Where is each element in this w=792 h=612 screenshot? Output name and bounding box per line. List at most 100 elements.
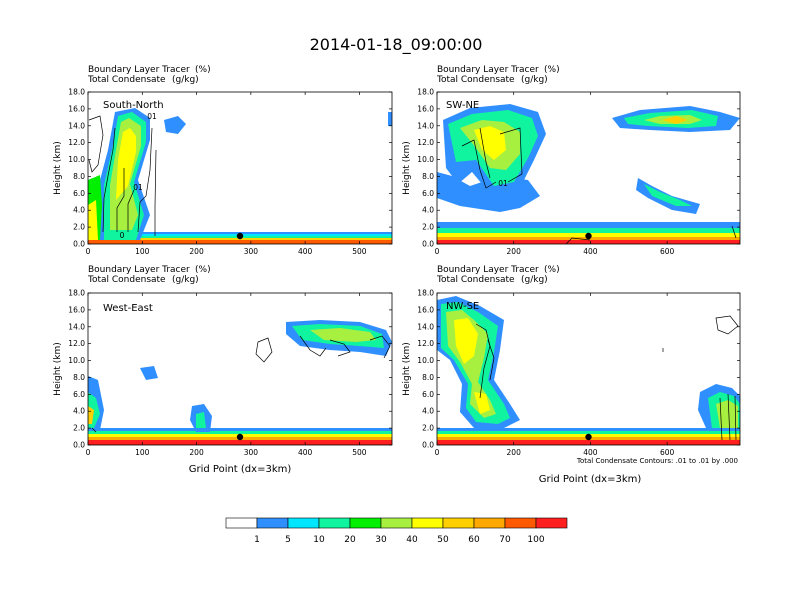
x-tick-label: 0 <box>86 448 91 457</box>
contour-note: Total Condensate Contours: .01 to .01 by… <box>576 457 738 465</box>
x-tick-label: 400 <box>583 448 598 457</box>
panel-nw-se: Boundary Layer Tracer (%) Total Condensa… <box>402 265 741 485</box>
x-tick-label: 600 <box>660 247 675 256</box>
legend-swatch <box>473 517 506 529</box>
y-tick-label: 8.0 <box>73 172 85 181</box>
y-tick-label: 8.0 <box>422 373 434 382</box>
subtitle-tracer-unit: (%) <box>544 65 560 75</box>
condensate-contours <box>91 335 391 433</box>
panel-label: South-North <box>103 100 164 111</box>
location-marker <box>585 232 592 240</box>
x-tick-label: 200 <box>189 448 204 457</box>
condensate-contours <box>475 315 739 441</box>
legend-swatch <box>287 517 320 529</box>
x-tick-label: 200 <box>507 247 522 256</box>
legend-label: 40 <box>406 535 418 545</box>
legend-label: 50 <box>437 535 449 545</box>
x-axis-label: Grid Point (dx=3km) <box>539 474 642 485</box>
x-tick-label: 200 <box>189 247 204 256</box>
x-axis-label: Grid Point (dx=3km) <box>189 464 292 475</box>
contour-label: 0 <box>120 231 125 240</box>
y-tick-label: 18.0 <box>417 289 434 298</box>
condensate-contours <box>88 115 157 236</box>
y-tick-label: 2.0 <box>73 223 85 232</box>
legend-label: 10 <box>313 535 325 545</box>
condensate-contours <box>461 127 737 245</box>
plot-frame <box>87 292 393 446</box>
y-tick-label: 12.0 <box>417 138 434 147</box>
y-tick-label: 4.0 <box>422 407 434 416</box>
y-tick-label: 12.0 <box>417 339 434 348</box>
y-tick-label: 16.0 <box>417 104 434 113</box>
axes: 0.02.04.06.08.010.012.014.016.018.00 100 2… <box>68 88 392 256</box>
x-tick-label: 200 <box>507 448 522 457</box>
figure-title: 2014-01-18_09:00:00 <box>310 35 483 55</box>
legend-label: 5 <box>285 535 291 545</box>
legend-swatch <box>442 517 475 529</box>
x-tick-label: 600 <box>660 448 675 457</box>
subtitle-tracer: Boundary Layer Tracer <box>437 65 539 75</box>
y-axis-label: Height (km) <box>402 141 412 195</box>
subtitle-condensate: Total Condensate <box>436 75 515 85</box>
panel-sw-ne: Boundary Layer Tracer (%) Total Condensa… <box>402 65 741 256</box>
subtitle-condensate-unit: (g/kg) <box>521 75 548 85</box>
subtitle-tracer-unit: (%) <box>195 65 211 75</box>
y-tick-label: 2.0 <box>73 424 85 433</box>
x-tick-label: 500 <box>352 448 367 457</box>
subtitle-condensate-unit: (g/kg) <box>521 275 548 285</box>
x-tick-label: 100 <box>135 247 150 256</box>
y-tick-label: 14.0 <box>68 322 85 331</box>
y-axis-label: Height (km) <box>53 141 63 195</box>
legend-label: 70 <box>499 535 511 545</box>
legend-swatch <box>380 517 413 529</box>
x-tick-label: 400 <box>298 448 313 457</box>
legend-label: 60 <box>468 535 480 545</box>
location-marker <box>236 433 244 441</box>
x-tick-label: 400 <box>583 247 598 256</box>
x-tick-label: 100 <box>135 448 150 457</box>
axes: 0.0 2.0 4.0 6.0 8.0 10.0 12.0 14.0 16.0 18.0 0 100 2… <box>68 289 392 457</box>
y-tick-label: 6.0 <box>422 189 434 198</box>
field-shading <box>437 293 740 445</box>
legend-label: 20 <box>344 535 356 545</box>
plot-frame <box>87 91 393 245</box>
subtitle-condensate-unit: (g/kg) <box>172 75 199 85</box>
location-marker <box>236 232 244 240</box>
y-tick-label: 16.0 <box>68 305 85 314</box>
y-tick-label: 12.0 <box>68 339 85 348</box>
y-tick-label: 0.0 <box>73 240 85 249</box>
legend-label: 1 <box>254 535 260 545</box>
y-tick-label: 4.0 <box>73 407 85 416</box>
contour-label: 01 <box>133 183 143 192</box>
y-tick-label: 10.0 <box>68 356 85 365</box>
legend-swatch <box>256 517 289 529</box>
legend-swatch <box>349 517 382 529</box>
y-tick-label: 10.0 <box>417 356 434 365</box>
axes: 0.0 2.0 4.0 6.0 8.0 10.0 12.0 14.0 16.0 18.0 0 200 4… <box>417 289 740 457</box>
x-tick-label: 500 <box>352 247 367 256</box>
legend-label: 100 <box>527 535 544 545</box>
y-tick-label: 6.0 <box>73 390 85 399</box>
contour-label: 01 <box>147 112 157 121</box>
y-tick-label: 0.0 <box>422 441 434 450</box>
y-tick-label: 8.0 <box>73 373 85 382</box>
y-tick-label: 0.0 <box>422 240 434 249</box>
y-tick-label: 18.0 <box>417 88 434 97</box>
x-tick-label: 0 <box>435 448 440 457</box>
panel-west-east: Boundary Layer Tracer (%) Total Condensa… <box>53 265 393 475</box>
subtitle-tracer: Boundary Layer Tracer <box>88 65 190 75</box>
x-tick-label: 0 <box>435 247 440 256</box>
contour-label: 01 <box>498 179 508 188</box>
y-tick-label: 18.0 <box>68 289 85 298</box>
y-tick-label: 14.0 <box>417 121 434 130</box>
y-axis-label: Height (km) <box>53 342 63 396</box>
x-tick-label: 400 <box>298 247 313 256</box>
y-tick-label: 0.0 <box>73 441 85 450</box>
subtitle-condensate: Total Condensate <box>87 275 166 285</box>
x-tick-label: 0 <box>86 247 91 256</box>
subtitle-tracer: Boundary Layer Tracer <box>88 265 190 275</box>
y-tick-label: 14.0 <box>68 121 85 130</box>
y-tick-label: 14.0 <box>417 322 434 331</box>
subtitle-tracer-unit: (%) <box>544 265 560 275</box>
y-axis-label: Height (km) <box>402 342 412 396</box>
